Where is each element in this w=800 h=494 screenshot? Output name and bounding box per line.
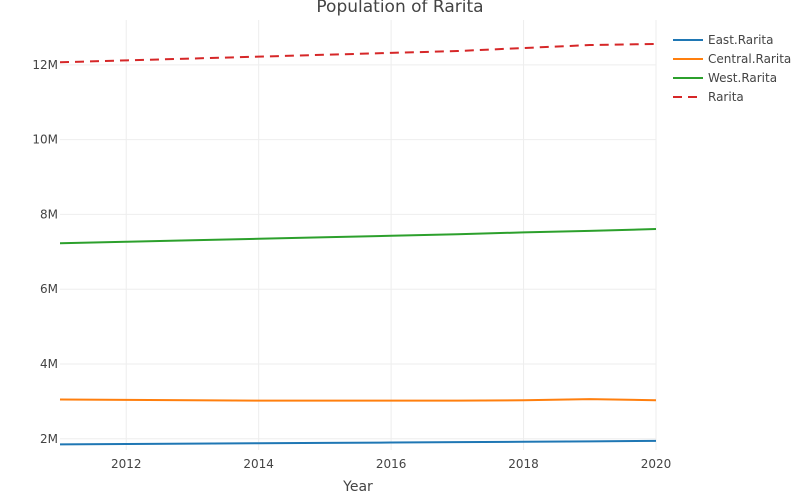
legend-item[interactable]: West.Rarita bbox=[673, 71, 777, 85]
legend-item[interactable]: Rarita bbox=[673, 90, 744, 104]
legend-item[interactable]: Central.Rarita bbox=[673, 52, 791, 66]
legend-label: Central.Rarita bbox=[708, 52, 791, 66]
series-line-east-rarita bbox=[59, 439, 657, 446]
x-tick-label: 2020 bbox=[641, 457, 672, 471]
y-axis-ticks: 2M 4M 6M 8M 10M 12M bbox=[32, 58, 58, 446]
y-gridlines bbox=[60, 64, 656, 440]
y-tick-label: 4M bbox=[40, 357, 58, 371]
y-tick-label: 10M bbox=[32, 133, 58, 147]
legend-label: West.Rarita bbox=[708, 71, 777, 85]
x-axis-label: Year bbox=[342, 479, 373, 494]
x-axis-ticks: 2012 2014 2016 2018 2020 bbox=[111, 457, 671, 471]
series-line-west-rarita bbox=[59, 228, 657, 245]
series-lines bbox=[59, 42, 657, 446]
y-tick-label: 12M bbox=[32, 58, 58, 72]
x-tick-label: 2016 bbox=[376, 457, 407, 471]
y-tick-label: 8M bbox=[40, 207, 58, 221]
legend-item[interactable]: East.Rarita bbox=[673, 33, 773, 47]
x-tick-label: 2018 bbox=[508, 457, 539, 471]
series-line-central-rarita bbox=[59, 398, 657, 402]
x-tick-label: 2014 bbox=[243, 457, 274, 471]
y-tick-label: 6M bbox=[40, 282, 58, 296]
legend[interactable]: East.Rarita Central.Rarita West.Rarita Rari… bbox=[673, 33, 791, 104]
chart-title: Population of Rarita bbox=[316, 0, 483, 17]
y-tick-label: 2M bbox=[40, 432, 58, 446]
legend-label: Rarita bbox=[708, 90, 744, 104]
legend-label: East.Rarita bbox=[708, 33, 773, 47]
x-tick-label: 2012 bbox=[111, 457, 142, 471]
series-line-rarita bbox=[59, 42, 657, 64]
